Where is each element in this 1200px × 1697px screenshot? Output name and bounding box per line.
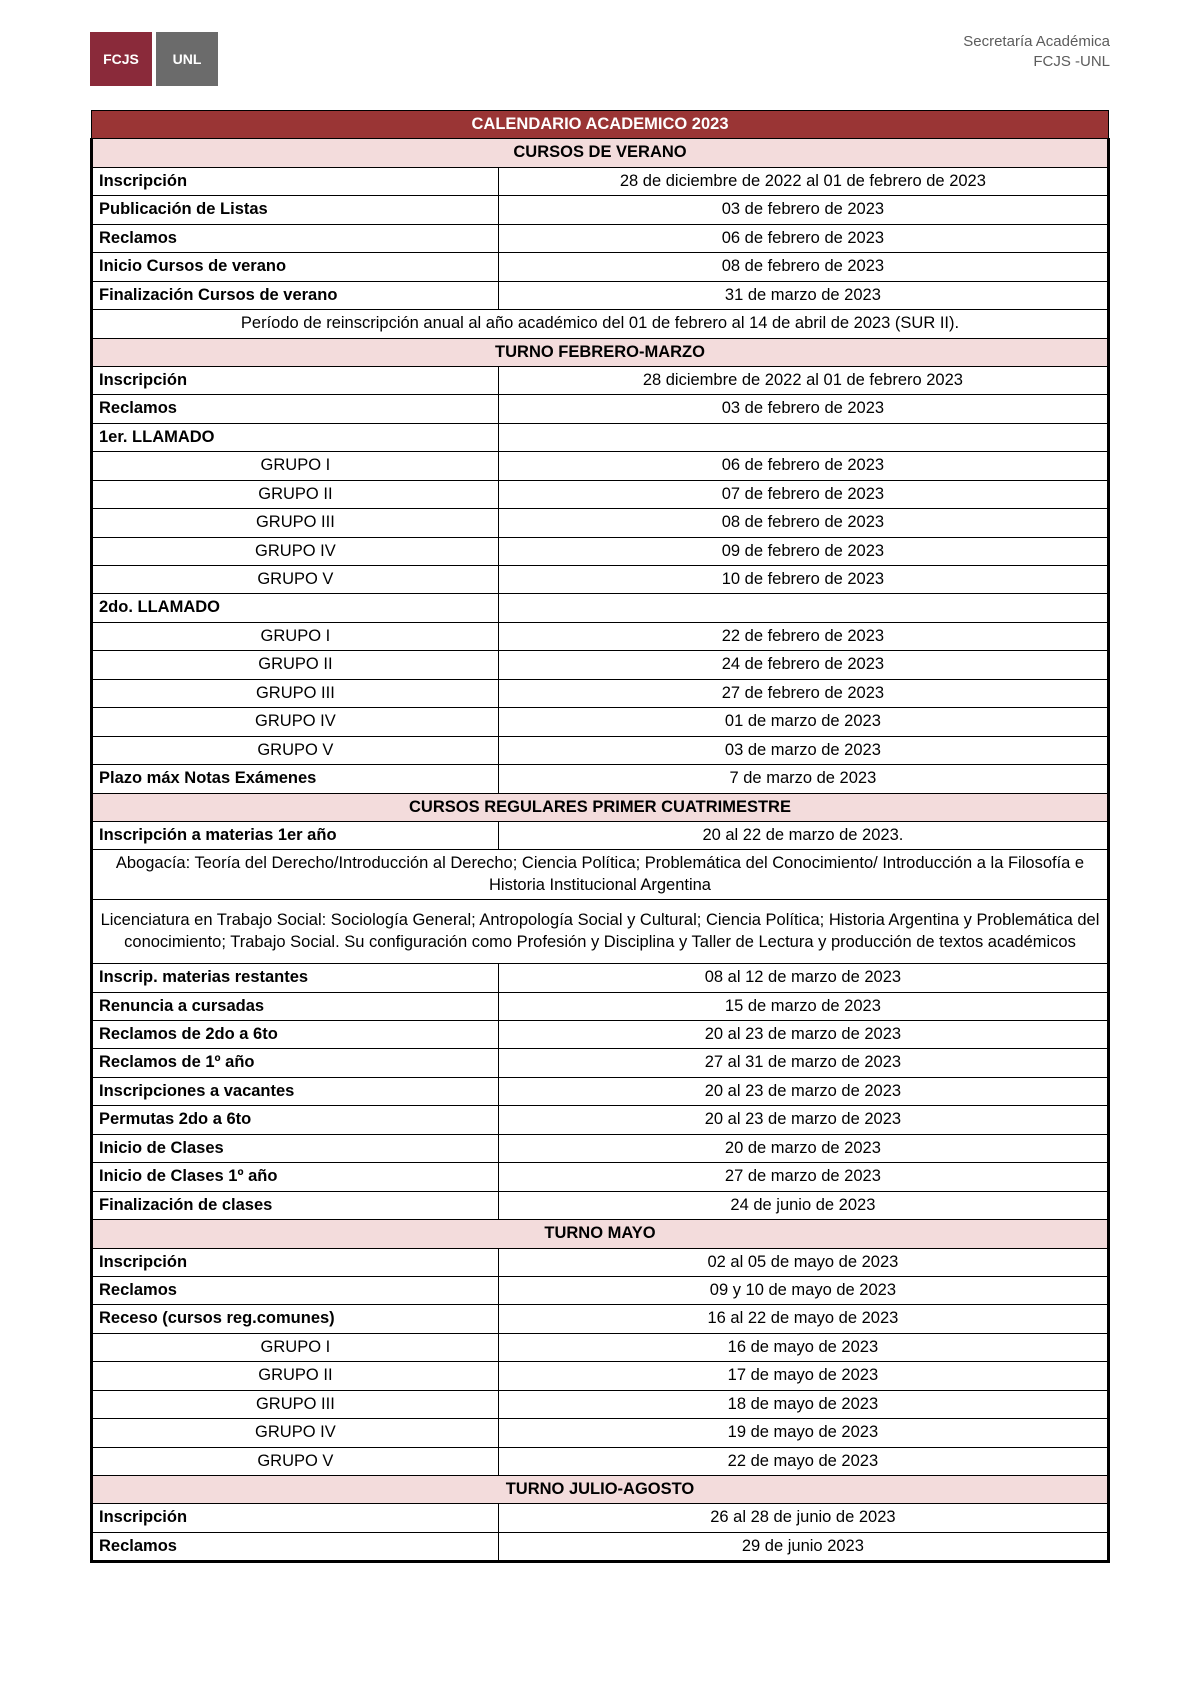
- section-jul-ago: TURNO JULIO-AGOSTO: [92, 1476, 1109, 1504]
- row-label: Inscripciones a vacantes: [92, 1077, 499, 1105]
- row-value: 15 de marzo de 2023: [498, 992, 1108, 1020]
- calendar-table: CALENDARIO ACADEMICO 2023 CURSOS DE VERA…: [90, 110, 1110, 1563]
- row-label: Finalización de clases: [92, 1191, 499, 1219]
- group-label: GRUPO IV: [92, 1419, 499, 1447]
- row-value: 28 diciembre de 2022 al 01 de febrero 20…: [498, 366, 1108, 394]
- group-value: 16 de mayo de 2023: [498, 1333, 1108, 1361]
- row-label: Receso (cursos reg.comunes): [92, 1305, 499, 1333]
- logo-unl: UNL: [156, 32, 218, 86]
- group-label: GRUPO IV: [92, 708, 499, 736]
- note-abogacia: Abogacía: Teoría del Derecho/Introducció…: [92, 850, 1109, 900]
- group-label: GRUPO III: [92, 679, 499, 707]
- row-value: 7 de marzo de 2023: [498, 765, 1108, 793]
- group-value: 17 de mayo de 2023: [498, 1362, 1108, 1390]
- row-value: 08 de febrero de 2023: [498, 253, 1108, 281]
- row-value: 28 de diciembre de 2022 al 01 de febrero…: [498, 167, 1108, 195]
- llamado2-label: 2do. LLAMADO: [92, 594, 499, 622]
- row-label: Reclamos de 2do a 6to: [92, 1021, 499, 1049]
- row-label: Inscripción: [92, 1248, 499, 1276]
- row-label: Reclamos: [92, 224, 499, 252]
- row-label: Reclamos: [92, 1532, 499, 1561]
- group-value: 03 de marzo de 2023: [498, 736, 1108, 764]
- row-label: Inscripción: [92, 366, 499, 394]
- group-value: 07 de febrero de 2023: [498, 480, 1108, 508]
- row-value: 31 de marzo de 2023: [498, 281, 1108, 309]
- empty-cell: [498, 423, 1108, 451]
- row-label: Inicio Cursos de verano: [92, 253, 499, 281]
- logo-group: FCJS UNL: [90, 32, 218, 86]
- row-label: Inscripción: [92, 1504, 499, 1532]
- row-value: 20 al 23 de marzo de 2023: [498, 1021, 1108, 1049]
- group-label: GRUPO II: [92, 651, 499, 679]
- row-label: Inscrip. materias restantes: [92, 964, 499, 992]
- row-label: Permutas 2do a 6to: [92, 1106, 499, 1134]
- row-value: 03 de febrero de 2023: [498, 395, 1108, 423]
- logo-fcjs: FCJS: [90, 32, 152, 86]
- row-value: 27 de marzo de 2023: [498, 1163, 1108, 1191]
- group-label: GRUPO V: [92, 736, 499, 764]
- group-label: GRUPO I: [92, 1333, 499, 1361]
- row-label: Publicación de Listas: [92, 196, 499, 224]
- row-value: 24 de junio de 2023: [498, 1191, 1108, 1219]
- header-line-2: FCJS -UNL: [963, 52, 1110, 72]
- group-value: 10 de febrero de 2023: [498, 566, 1108, 594]
- row-value: 29 de junio 2023: [498, 1532, 1108, 1561]
- group-value: 08 de febrero de 2023: [498, 509, 1108, 537]
- group-value: 22 de mayo de 2023: [498, 1447, 1108, 1475]
- group-label: GRUPO II: [92, 1362, 499, 1390]
- group-label: GRUPO IV: [92, 537, 499, 565]
- group-label: GRUPO I: [92, 622, 499, 650]
- row-label: Reclamos: [92, 395, 499, 423]
- reinscription-note: Período de reinscripción anual al año ac…: [92, 310, 1109, 338]
- empty-cell: [498, 594, 1108, 622]
- row-value: 20 de marzo de 2023: [498, 1134, 1108, 1162]
- title-row: CALENDARIO ACADEMICO 2023: [92, 111, 1109, 139]
- calendar-title: CALENDARIO ACADEMICO 2023: [92, 111, 1109, 139]
- row-value: 27 al 31 de marzo de 2023: [498, 1049, 1108, 1077]
- header-line-1: Secretaría Académica: [963, 32, 1110, 52]
- row-value: 26 al 28 de junio de 2023: [498, 1504, 1108, 1532]
- group-value: 24 de febrero de 2023: [498, 651, 1108, 679]
- row-label: Inscripción a materias 1er año: [92, 821, 499, 849]
- row-value: 20 al 23 de marzo de 2023: [498, 1077, 1108, 1105]
- row-value: 06 de febrero de 2023: [498, 224, 1108, 252]
- group-value: 18 de mayo de 2023: [498, 1390, 1108, 1418]
- note-trabajo-social: Licenciatura en Trabajo Social: Sociolog…: [92, 900, 1109, 964]
- group-label: GRUPO I: [92, 452, 499, 480]
- row-label: Inscripción: [92, 167, 499, 195]
- group-label: GRUPO V: [92, 1447, 499, 1475]
- row-label: Inicio de Clases 1º año: [92, 1163, 499, 1191]
- group-value: 06 de febrero de 2023: [498, 452, 1108, 480]
- llamado1-label: 1er. LLAMADO: [92, 423, 499, 451]
- row-value: 02 al 05 de mayo de 2023: [498, 1248, 1108, 1276]
- group-value: 22 de febrero de 2023: [498, 622, 1108, 650]
- group-label: GRUPO III: [92, 509, 499, 537]
- row-value: 20 al 23 de marzo de 2023: [498, 1106, 1108, 1134]
- group-value: 27 de febrero de 2023: [498, 679, 1108, 707]
- row-label: Reclamos de 1º año: [92, 1049, 499, 1077]
- group-label: GRUPO III: [92, 1390, 499, 1418]
- group-label: GRUPO II: [92, 480, 499, 508]
- group-value: 09 de febrero de 2023: [498, 537, 1108, 565]
- row-value: 20 al 22 de marzo de 2023.: [498, 821, 1108, 849]
- row-value: 08 al 12 de marzo de 2023: [498, 964, 1108, 992]
- section-feb-mar: TURNO FEBRERO-MARZO: [92, 338, 1109, 366]
- section-mayo: TURNO MAYO: [92, 1220, 1109, 1248]
- section-verano: CURSOS DE VERANO: [92, 139, 1109, 167]
- row-value: 03 de febrero de 2023: [498, 196, 1108, 224]
- row-label: Reclamos: [92, 1276, 499, 1304]
- row-label: Inicio de Clases: [92, 1134, 499, 1162]
- group-label: GRUPO V: [92, 566, 499, 594]
- header-right: Secretaría Académica FCJS -UNL: [963, 32, 1110, 73]
- group-value: 19 de mayo de 2023: [498, 1419, 1108, 1447]
- page-header: FCJS UNL Secretaría Académica FCJS -UNL: [90, 32, 1110, 86]
- row-value: 16 al 22 de mayo de 2023: [498, 1305, 1108, 1333]
- section-reg1c: CURSOS REGULARES PRIMER CUATRIMESTRE: [92, 793, 1109, 821]
- row-label: Plazo máx Notas Exámenes: [92, 765, 499, 793]
- row-label: Renuncia a cursadas: [92, 992, 499, 1020]
- page: FCJS UNL Secretaría Académica FCJS -UNL …: [0, 0, 1200, 1593]
- row-label: Finalización Cursos de verano: [92, 281, 499, 309]
- row-value: 09 y 10 de mayo de 2023: [498, 1276, 1108, 1304]
- group-value: 01 de marzo de 2023: [498, 708, 1108, 736]
